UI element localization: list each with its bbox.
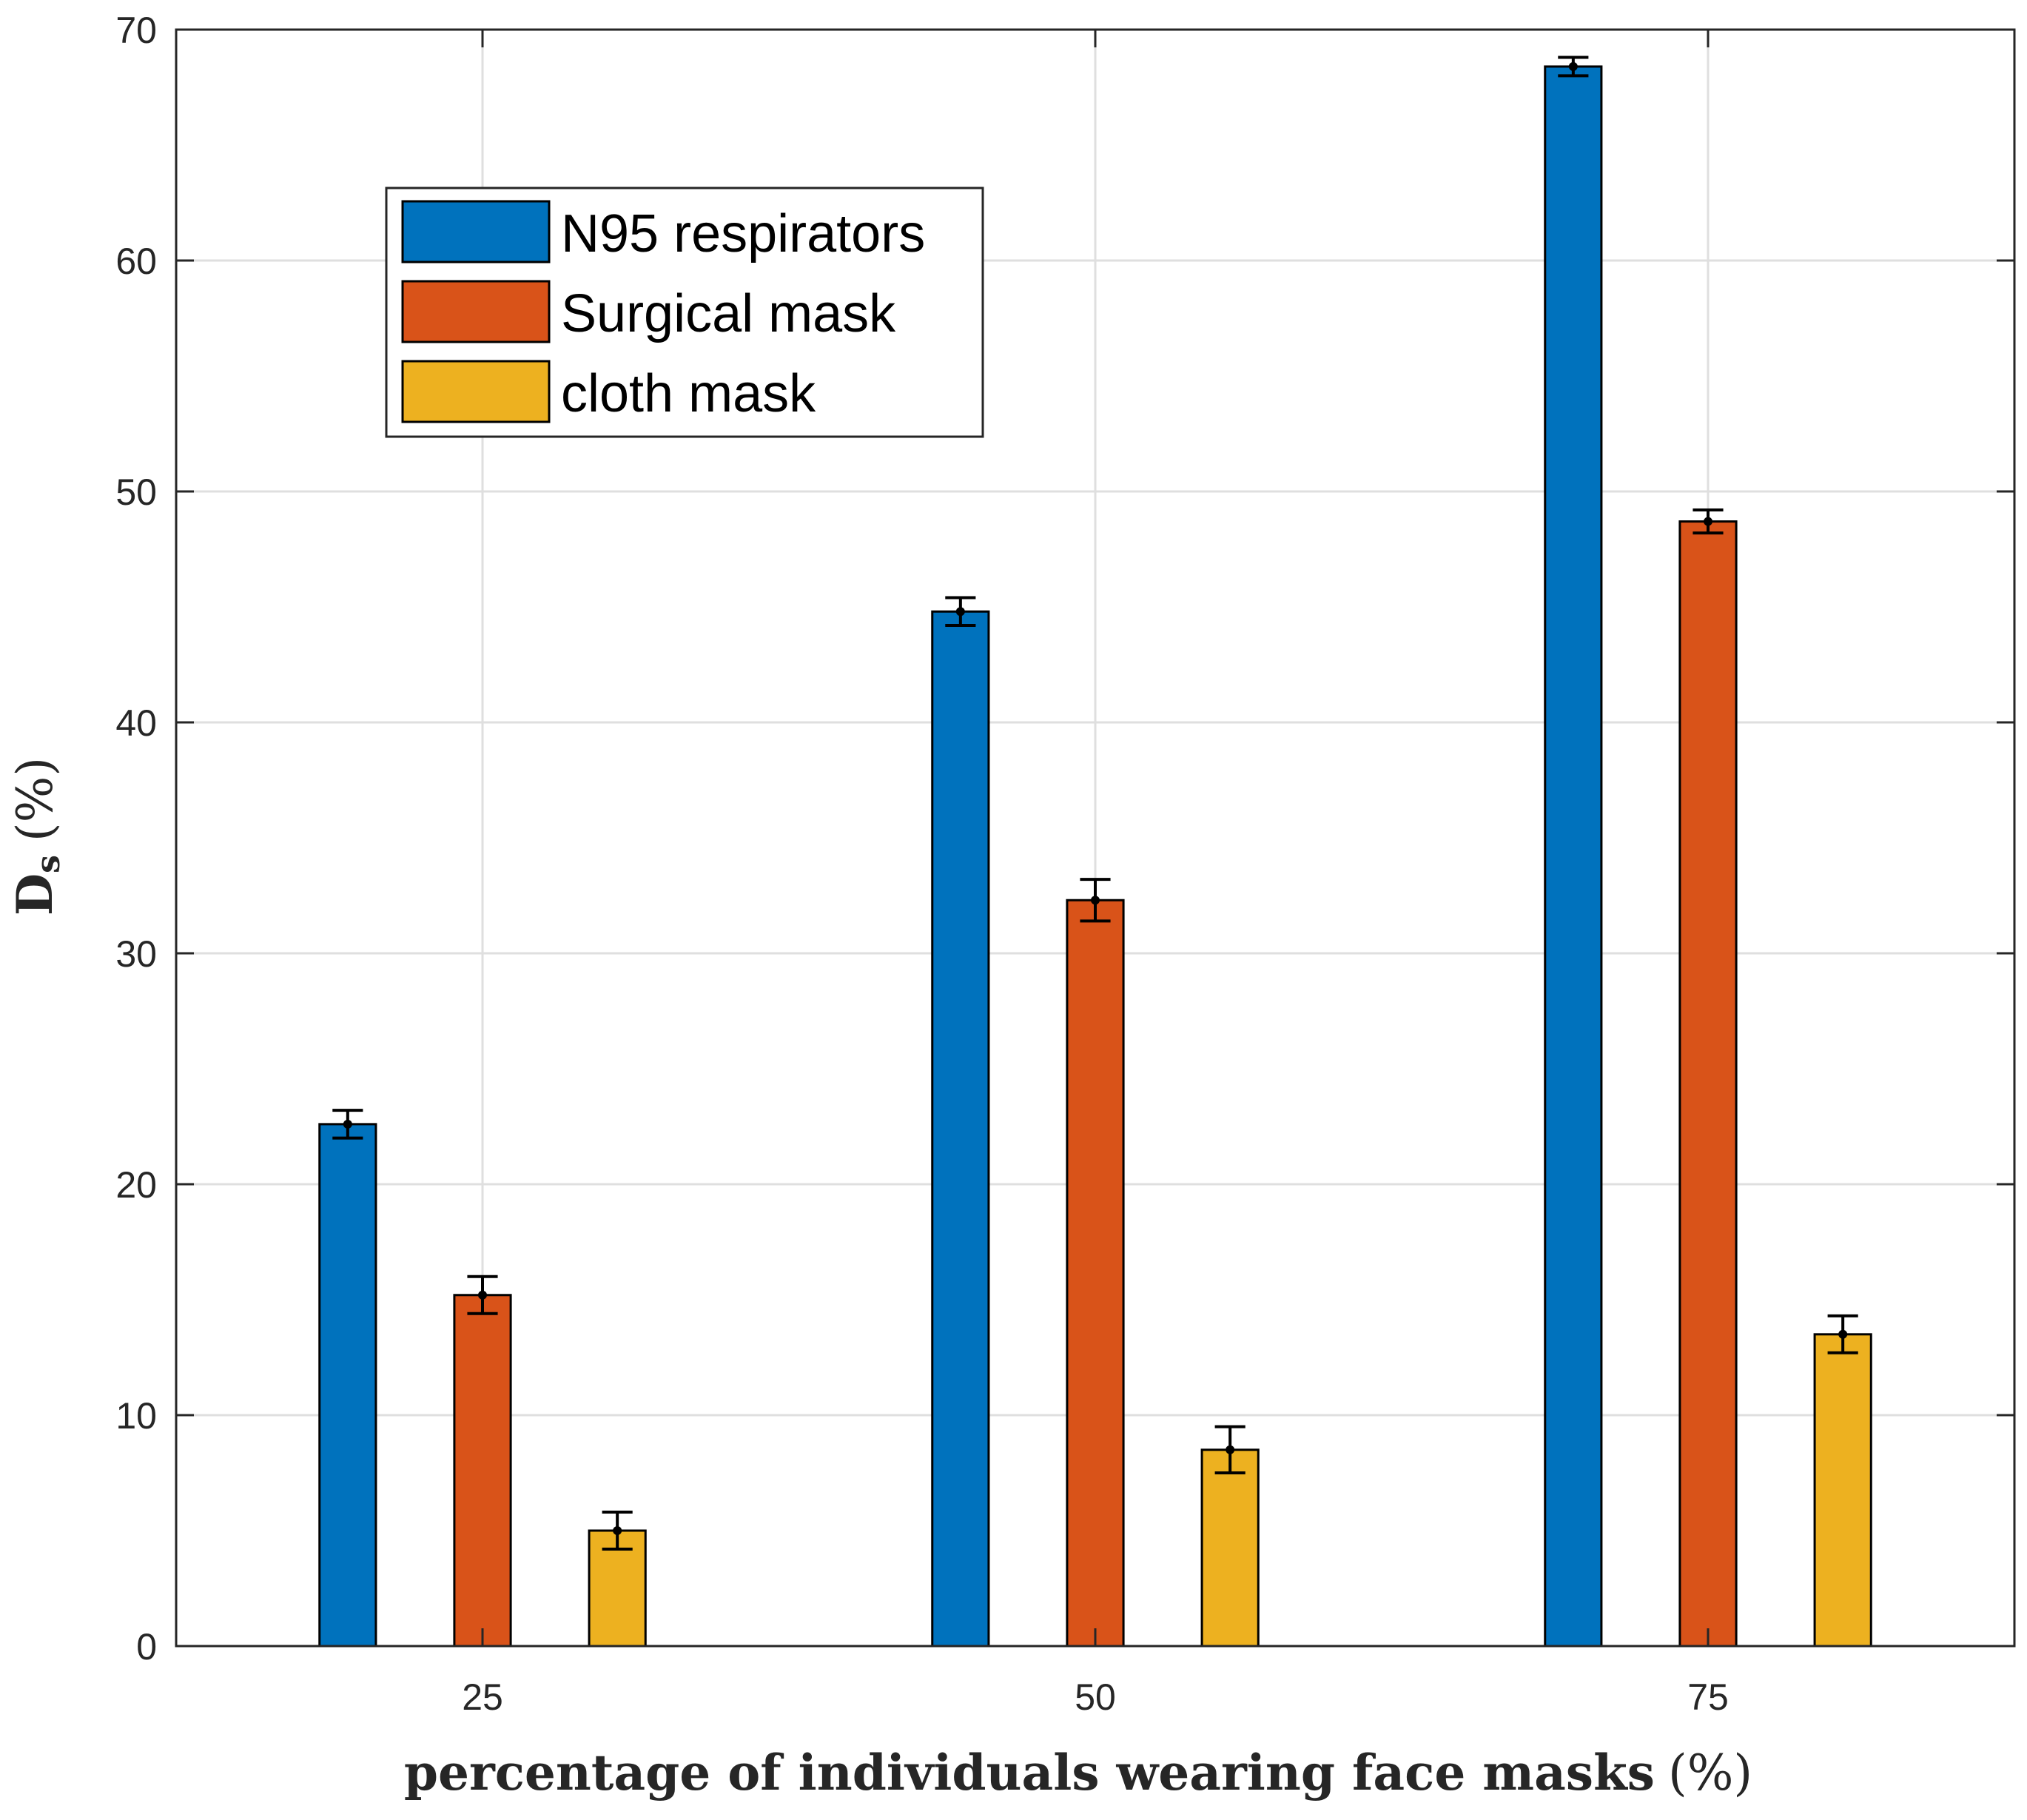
legend-label-cloth: cloth mask <box>561 364 816 423</box>
y-axis-label: Ds(%) <box>6 757 67 916</box>
data-point-marker <box>955 607 965 617</box>
legend-swatch-n95 <box>401 200 551 263</box>
bar-surgical-25 <box>453 1294 512 1648</box>
error-bar-surgical-75 <box>1692 508 1724 535</box>
x-tick-label: 50 <box>1075 1676 1116 1718</box>
data-point-marker <box>1568 61 1578 71</box>
axis-ticks: 0 10 20 30 40 50 60 70 25 50 75 <box>115 10 2014 1718</box>
error-bar-cloth-75 <box>1827 1314 1858 1354</box>
data-point-marker <box>1091 896 1100 905</box>
y-tick-label: 0 <box>136 1626 157 1668</box>
y-tick-label: 40 <box>115 702 157 744</box>
error-bars <box>332 56 1858 1551</box>
bars <box>318 65 1872 1648</box>
data-point-marker <box>1226 1445 1235 1454</box>
data-point-marker <box>478 1290 487 1300</box>
error-bar-cloth-25 <box>602 1511 633 1551</box>
error-bar-n95-25 <box>332 1109 363 1140</box>
x-axis-label: percentage of individuals wearing face m… <box>404 1744 1752 1801</box>
error-bar-n95-50 <box>945 596 976 627</box>
y-tick-label: 70 <box>115 10 157 51</box>
data-point-marker <box>613 1526 622 1535</box>
y-tick-label: 10 <box>115 1395 157 1437</box>
data-point-marker <box>1838 1329 1848 1339</box>
x-tick-label: 75 <box>1687 1676 1729 1718</box>
bar-cloth-50 <box>1200 1448 1260 1648</box>
legend: N95 respirators Surgical mask cloth mask <box>385 187 984 438</box>
legend-label-n95: N95 respirators <box>561 204 925 263</box>
bar-n95-50 <box>931 610 990 1648</box>
error-bar-cloth-50 <box>1214 1425 1246 1474</box>
y-tick-label: 20 <box>115 1164 157 1206</box>
error-bar-surgical-25 <box>467 1275 498 1315</box>
y-tick-label: 50 <box>115 471 157 513</box>
legend-swatch-surgical <box>401 280 551 343</box>
error-bar-surgical-50 <box>1080 878 1111 923</box>
data-point-marker <box>1704 517 1712 526</box>
bar-surgical-75 <box>1678 520 1738 1648</box>
legend-label-surgical: Surgical mask <box>561 284 896 343</box>
legend-swatch-cloth <box>401 360 551 423</box>
data-point-marker <box>343 1119 352 1129</box>
bar-cloth-75 <box>1813 1333 1872 1648</box>
y-tick-label: 30 <box>115 933 157 975</box>
bar-surgical-50 <box>1066 899 1125 1648</box>
bar-n95-75 <box>1544 65 1603 1648</box>
x-tick-label: 25 <box>462 1676 503 1718</box>
error-bar-n95-75 <box>1558 56 1589 78</box>
y-tick-label: 60 <box>115 241 157 282</box>
bar-n95-25 <box>318 1123 377 1648</box>
